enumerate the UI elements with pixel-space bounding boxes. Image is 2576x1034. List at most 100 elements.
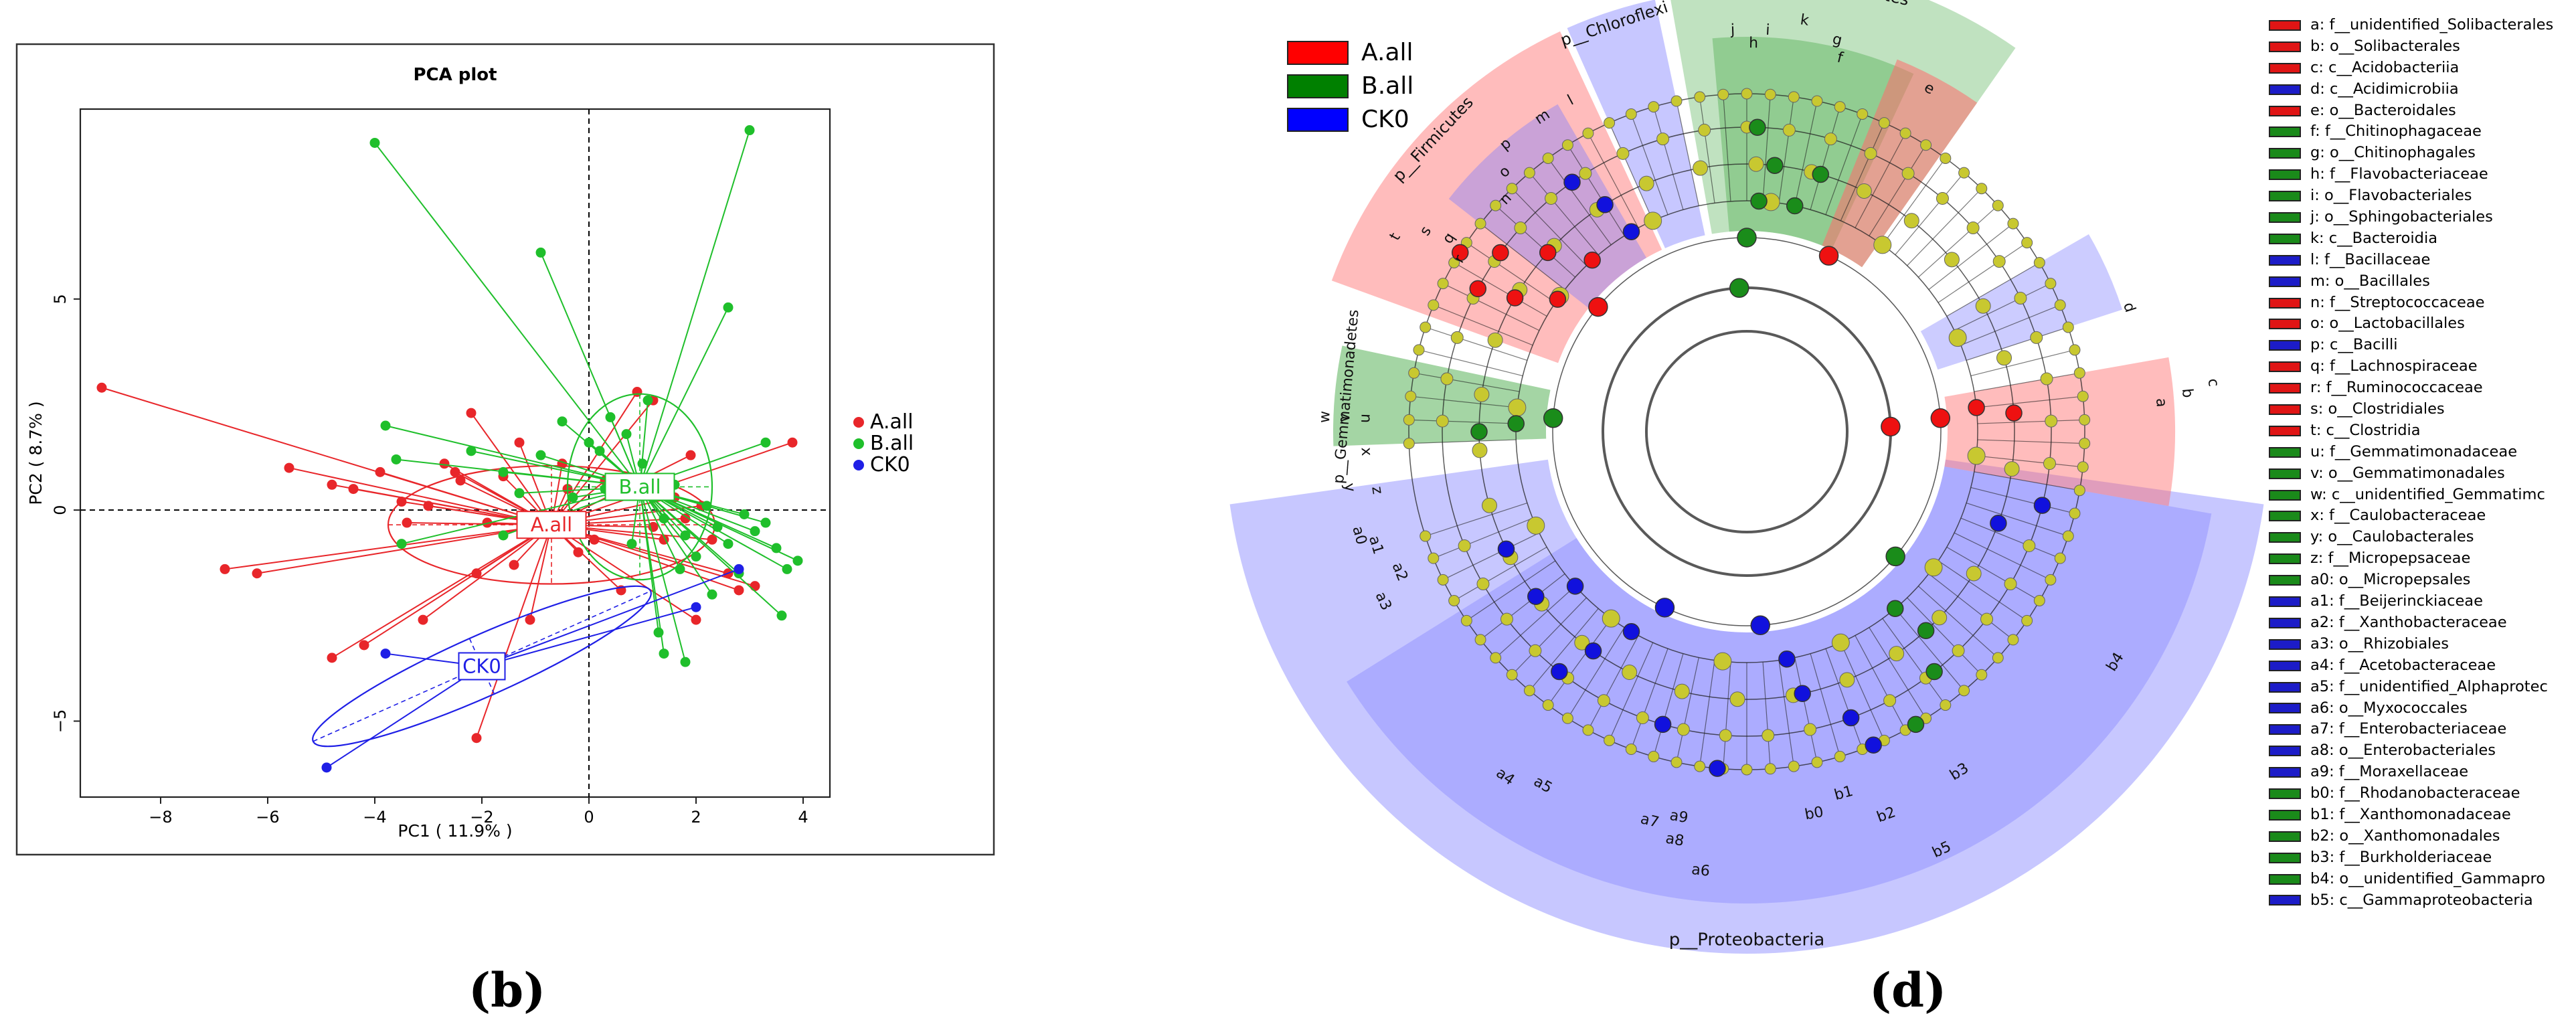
clade-node-B.all (1885, 546, 1905, 567)
clade-branch (1413, 372, 1520, 392)
taxa-legend-swatch (2269, 19, 2301, 31)
clade-leaf-node (2045, 278, 2057, 290)
taxa-legend-item: n: f__Streptococcaceae (2269, 292, 2576, 314)
taxa-legend-swatch (2269, 319, 2301, 330)
pca-point-A.all (284, 462, 294, 473)
pca-data-layer: A.all B.all CK0 (80, 109, 830, 797)
taxa-legend-item: b2: o__Xanthomonadales (2269, 826, 2576, 847)
clade-leaf-node (1788, 760, 1800, 772)
clade-leaf-node (1604, 117, 1616, 129)
clade-node-CK0 (1566, 578, 1584, 595)
clade-node (1831, 633, 1850, 652)
clade-branch (1810, 653, 1840, 757)
clade-branch (1778, 660, 1794, 767)
clade-node (1873, 236, 1892, 254)
clade-leaf-node (2073, 485, 2085, 497)
clade-leaf-node (1523, 685, 1535, 697)
clade-leaf-node (1604, 734, 1616, 746)
clade-leaf-node (1403, 438, 1415, 450)
clade-node (1481, 497, 1497, 513)
clade-branch (1895, 172, 1965, 256)
panel-label-b: (b) (468, 962, 546, 1018)
clade-node (1713, 652, 1732, 671)
pca-point-A.all (573, 547, 584, 557)
pca-spoke (639, 307, 729, 487)
clade-branch (1511, 188, 1587, 266)
taxa-legend-label: z: f__Micropepsaceae (2310, 549, 2471, 568)
taxa-legend-item: p: c__Bacilli (2269, 335, 2576, 356)
pca-point-B.all (701, 501, 712, 511)
clade-leaf-node (1413, 344, 1425, 356)
clade-branch (1454, 262, 1547, 317)
taxa-legend-swatch (2269, 404, 2301, 415)
pca-axes: −8 −6 −4 −2 0 2 4 −5 0 5 (51, 294, 808, 827)
clade-leaf-node (1670, 95, 1683, 107)
clade-leaf-node (1670, 756, 1683, 768)
clade-branch (1855, 635, 1906, 731)
clade-node-CK0 (1654, 715, 1672, 734)
taxa-legend-item: i: o__Flavobacteriales (2269, 185, 2576, 207)
clade-node (2030, 331, 2043, 344)
clade-node-B.all (1812, 165, 1830, 183)
clade-node-CK0 (1584, 642, 1602, 660)
clade-leaf-node (1437, 278, 1449, 290)
cladogram-group-legend: A.all B.all CK0 (1287, 39, 1413, 133)
clade-node (1616, 147, 1630, 160)
clade-node (1804, 723, 1817, 736)
clade-letter-x: x (1357, 447, 1375, 456)
pca-spoke (374, 142, 640, 488)
clade-node-A.all (1539, 244, 1557, 262)
clade-leaf-node (1992, 652, 2004, 664)
clade-branch (1587, 635, 1639, 731)
pca-xtick-label: −2 (470, 808, 493, 827)
clade-node-B.all (1543, 408, 1563, 428)
taxa-legend-label: p: c__Bacilli (2310, 336, 2398, 354)
pca-centroid-box-CK0 (458, 652, 506, 681)
clade-node-B.all (1786, 197, 1804, 215)
pca-point-B.all (691, 551, 701, 562)
pca-point-A.all (509, 559, 519, 570)
taxa-legend-swatch (2269, 105, 2301, 116)
clade-node (2043, 457, 2057, 470)
pca-point-B.all (369, 137, 380, 148)
clade-branch (1882, 158, 1946, 246)
clade-letter-b0: b0 (1804, 804, 1825, 823)
taxa-legend-item: f: f__Chitinophagaceae (2269, 121, 2576, 143)
clade-node (1889, 646, 1905, 662)
clade-branch (1869, 627, 1927, 719)
taxa-legend-label: a5: f__unidentified_Alphaprotec (2310, 677, 2548, 695)
taxa-legend-label: x: f__Caulobacteraceae (2310, 507, 2486, 525)
taxa-legend-item: b: o__Solibacterales (2269, 36, 2576, 58)
clade-leaf-node (1834, 750, 1846, 762)
clade-letter-a: a (2152, 398, 2170, 408)
clade-node-CK0 (1622, 623, 1640, 640)
taxa-legend-label: a4: f__Acetobacteraceae (2310, 656, 2496, 674)
taxa-legend-item: b3: f__Burkholderiaceae (2269, 847, 2576, 869)
taxa-legend-label: i: o__Flavobacteriales (2310, 187, 2472, 205)
taxa-legend-swatch (2269, 724, 2301, 736)
clade-branch (1567, 145, 1625, 236)
clade-leaf-node (2021, 614, 2033, 626)
pca-point-A.all (359, 640, 369, 651)
pca-point-B.all (391, 454, 402, 464)
taxa-legend-label: a2: f__Xanthobacteraceae (2310, 613, 2507, 631)
pca-point-B.all (380, 420, 391, 431)
clade-leaf-node (1408, 367, 1420, 379)
pca-point-B.all (653, 627, 664, 638)
clade-branch (1882, 618, 1946, 705)
taxa-legend-swatch (2269, 511, 2301, 522)
clade-node-A.all (1930, 408, 1951, 428)
clade-branch (1495, 205, 1576, 278)
clade-letter-k: k (1799, 11, 1810, 29)
pca-point-A.all (734, 585, 744, 596)
taxa-legend-item: a2: f__Xanthobacteraceae (2269, 612, 2576, 634)
clade-letter-g: g (1830, 31, 1843, 50)
pca-spoke (639, 400, 649, 487)
clade-node (1824, 133, 1837, 146)
clade-branch (1511, 597, 1587, 675)
clade-leaf-node (1717, 88, 1729, 100)
pca-title: PCA plot (413, 65, 497, 85)
clade-branch (1609, 122, 1654, 222)
pca-point-B.all (498, 530, 509, 541)
clade-node-CK0 (1990, 515, 2007, 532)
